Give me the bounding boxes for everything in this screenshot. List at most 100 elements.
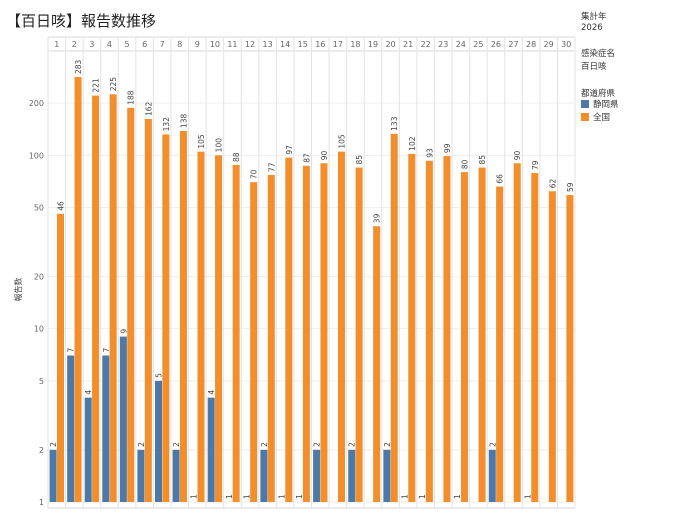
data-label: 1 (295, 494, 304, 499)
x-tick-label: 13 (262, 40, 272, 49)
legend-item-shizuoka[interactable]: 静岡県 (581, 98, 619, 110)
data-label: 99 (443, 143, 452, 153)
x-tick-label: 20 (385, 40, 395, 49)
bar-national (162, 134, 170, 502)
data-label: 138 (179, 114, 188, 129)
bar-national (144, 118, 152, 502)
x-tick-label: 30 (561, 40, 571, 49)
bar-national (302, 165, 310, 503)
bar-national (531, 173, 539, 503)
data-label: 80 (461, 159, 470, 169)
bar-national (320, 163, 328, 502)
x-tick-label: 26 (491, 40, 501, 49)
y-tick-label: 20 (34, 272, 44, 281)
x-tick-label: 22 (421, 40, 431, 49)
y-axis-label: 報告数 (13, 278, 23, 302)
x-tick-label: 18 (350, 40, 360, 49)
bar-shizuoka (313, 449, 321, 502)
bar-national (513, 163, 521, 502)
data-label: 1 (190, 494, 199, 499)
x-tick-label: 1 (54, 40, 59, 49)
legend-swatch-national (581, 112, 589, 121)
data-label: 85 (355, 155, 364, 165)
data-label: 2 (260, 442, 269, 447)
data-label: 2 (313, 442, 322, 447)
data-label: 9 (119, 329, 128, 334)
x-tick-label: 28 (526, 40, 536, 49)
data-label: 133 (390, 116, 399, 131)
data-label: 66 (496, 174, 505, 184)
x-tick-label: 23 (438, 40, 448, 49)
bar-shizuoka (172, 449, 180, 502)
x-tick-label: 4 (107, 40, 112, 49)
bar-shizuoka (102, 355, 110, 502)
bar-shizuoka (84, 397, 92, 502)
bar-national (179, 131, 187, 502)
bar-shizuoka (488, 449, 496, 502)
data-label: 5 (154, 373, 163, 378)
legend-swatch-shizuoka (581, 99, 589, 108)
bar-shizuoka (383, 449, 391, 502)
data-label: 1 (523, 494, 532, 499)
bar-national (250, 182, 258, 503)
bar-national (127, 107, 135, 502)
x-tick-label: 16 (315, 40, 325, 49)
disease-filter-value[interactable]: 百日咳 (581, 62, 607, 72)
data-label: 221 (92, 78, 101, 93)
data-label: 1 (242, 494, 251, 499)
bar-national (74, 77, 82, 502)
x-tick-label: 24 (456, 40, 466, 49)
x-tick-label: 2 (72, 40, 77, 49)
legend-item-national[interactable]: 全国 (581, 111, 610, 123)
y-tick-label: 200 (29, 99, 44, 108)
bar-national (232, 164, 240, 502)
bar-national (56, 213, 64, 502)
x-tick-label: 5 (125, 40, 130, 49)
bar-national (285, 157, 293, 502)
data-label: 97 (285, 145, 294, 155)
bar-national (215, 155, 223, 502)
bar-national (460, 172, 469, 503)
x-tick-label: 8 (177, 40, 182, 49)
y-tick-label: 2 (39, 446, 44, 455)
data-label: 85 (478, 155, 487, 165)
x-tick-label: 6 (142, 40, 147, 49)
bar-shizuoka (207, 397, 215, 502)
data-label: 188 (127, 90, 136, 105)
bar-shizuoka (49, 449, 57, 502)
bar-national (425, 160, 433, 502)
bar-national (338, 151, 346, 502)
x-tick-label: 25 (473, 40, 483, 49)
bar-national (408, 153, 416, 502)
data-label: 225 (109, 77, 118, 92)
bar-national (197, 151, 205, 502)
bar-national (443, 156, 451, 502)
bar-national (373, 226, 381, 502)
x-tick-label: 27 (508, 40, 518, 49)
bar-national (496, 186, 504, 503)
y-tick-label: 5 (39, 377, 44, 386)
year-filter-value[interactable]: 2026 (581, 23, 603, 33)
data-label: 105 (197, 134, 206, 149)
data-label: 2 (348, 442, 357, 447)
data-label: 102 (408, 136, 417, 151)
bar-shizuoka (154, 380, 163, 502)
data-label: 1 (400, 494, 409, 499)
data-label: 162 (144, 101, 153, 116)
bar-national (478, 167, 486, 502)
bar-shizuoka (137, 449, 145, 502)
bar-national (355, 167, 363, 502)
x-tick-label: 12 (245, 40, 255, 49)
data-label: 39 (373, 213, 382, 223)
bar-national (566, 195, 574, 502)
data-label: 100 (215, 138, 224, 153)
disease-filter-label: 感染症名 (581, 49, 616, 59)
y-tick-label: 10 (34, 325, 44, 334)
data-label: 7 (67, 348, 76, 353)
data-label: 2 (383, 442, 392, 447)
legend-label-shizuoka: 静岡県 (593, 99, 619, 110)
data-label: 1 (225, 494, 234, 499)
x-tick-label: 15 (298, 40, 308, 49)
bar-shizuoka (67, 355, 75, 502)
data-label: 283 (74, 59, 83, 74)
